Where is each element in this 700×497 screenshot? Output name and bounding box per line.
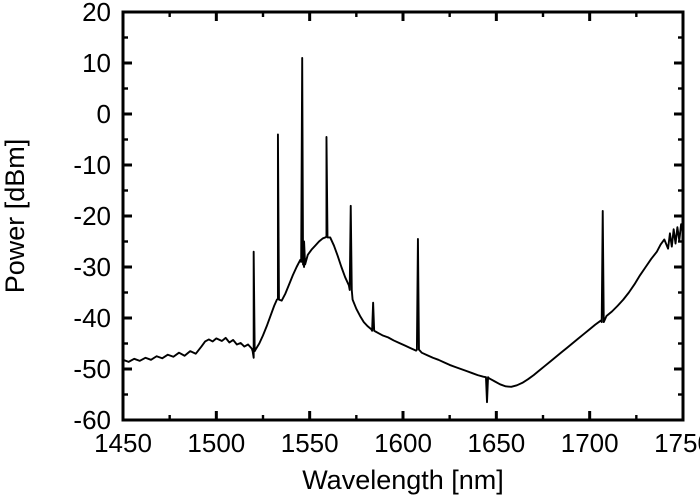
y-tick-labels: 20 10 0 -10 -20 -30 -40 -50 -60: [73, 0, 111, 435]
x-tick-label: 1550: [281, 428, 339, 458]
x-tick-label: 1450: [94, 428, 152, 458]
x-tick-label: 1700: [561, 428, 619, 458]
x-tick-label: 1600: [374, 428, 432, 458]
plot-frame: [121, 10, 685, 422]
x-axis-title: Wavelength [nm]: [302, 465, 504, 495]
y-tick-label: 10: [82, 48, 111, 78]
x-tick-labels: 1450 1500 1550 1600 1650 1700 1750: [94, 428, 700, 458]
y-tick-label: -50: [73, 354, 111, 384]
y-tick-label: 20: [82, 0, 111, 27]
y-axis-title: Power [dBm]: [0, 139, 30, 294]
y-tick-label: -30: [73, 252, 111, 282]
y-tick-label: -60: [73, 405, 111, 435]
y-tick-label: -20: [73, 201, 111, 231]
axis-ticks: [121, 10, 685, 422]
x-tick-label: 1650: [467, 428, 525, 458]
data-series-group: [122, 56, 684, 404]
y-tick-label: -40: [73, 303, 111, 333]
x-tick-label: 1500: [187, 428, 245, 458]
spectrum-curve: [122, 56, 684, 404]
x-tick-label: 1750: [654, 428, 700, 458]
y-tick-label: 0: [97, 99, 111, 129]
y-tick-label: -10: [73, 150, 111, 180]
